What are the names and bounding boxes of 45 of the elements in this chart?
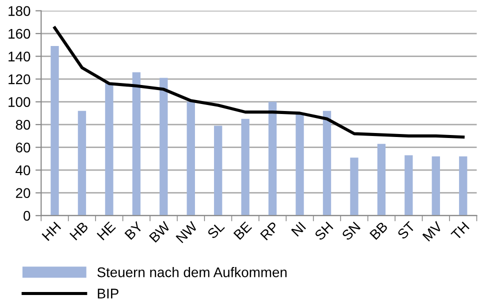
bar bbox=[296, 114, 304, 216]
y-tick-label: 140 bbox=[8, 52, 30, 62]
y-tick-label: 180 bbox=[8, 6, 30, 16]
bar bbox=[132, 72, 141, 216]
bar bbox=[160, 78, 168, 216]
y-tick-label: 160 bbox=[8, 28, 30, 39]
x-tick-label: BB bbox=[370, 221, 388, 240]
bar bbox=[241, 118, 250, 216]
bar bbox=[50, 46, 59, 216]
bar bbox=[459, 156, 468, 216]
x-tick-label: MV bbox=[422, 220, 443, 242]
y-tick-label: 20 bbox=[16, 188, 30, 198]
y-tick-label: 100 bbox=[8, 97, 30, 107]
bar bbox=[105, 82, 114, 216]
x-tick-label: HE bbox=[96, 221, 116, 240]
x-tick-label: RP bbox=[260, 221, 280, 240]
bar bbox=[268, 102, 277, 216]
x-tick-label: TH bbox=[450, 222, 470, 240]
bar bbox=[404, 155, 413, 216]
bar bbox=[432, 156, 440, 216]
bar bbox=[322, 110, 332, 216]
x-tick-label: HH bbox=[42, 222, 62, 241]
y-tick-label: 0 bbox=[24, 210, 30, 221]
x-tick-label: BW bbox=[149, 220, 171, 243]
x-tick-label: HB bbox=[70, 221, 89, 240]
x-tick-label: ST bbox=[396, 220, 416, 240]
bar bbox=[78, 110, 86, 216]
bar bbox=[377, 144, 386, 216]
x-tick-label: SL bbox=[206, 221, 225, 240]
legend-label: Steuern nach dem Aufkommen bbox=[97, 267, 287, 278]
legend-label: BIP bbox=[98, 288, 118, 298]
x-tick-label: BY bbox=[124, 221, 144, 240]
x-tick-label: NI bbox=[291, 222, 306, 237]
line-series bbox=[53, 26, 465, 139]
y-tick-label: 40 bbox=[16, 165, 30, 176]
y-tick-label: 60 bbox=[16, 142, 30, 152]
bar bbox=[350, 158, 358, 216]
y-tick-label: 80 bbox=[16, 120, 30, 130]
y-tick-label: 120 bbox=[8, 74, 30, 84]
x-tick-label: BE bbox=[233, 221, 252, 240]
x-tick-label: SN bbox=[341, 222, 361, 241]
x-tick-label: SH bbox=[314, 222, 334, 241]
bar bbox=[214, 126, 222, 216]
x-tick-label: NW bbox=[176, 220, 198, 244]
bar bbox=[186, 102, 195, 216]
